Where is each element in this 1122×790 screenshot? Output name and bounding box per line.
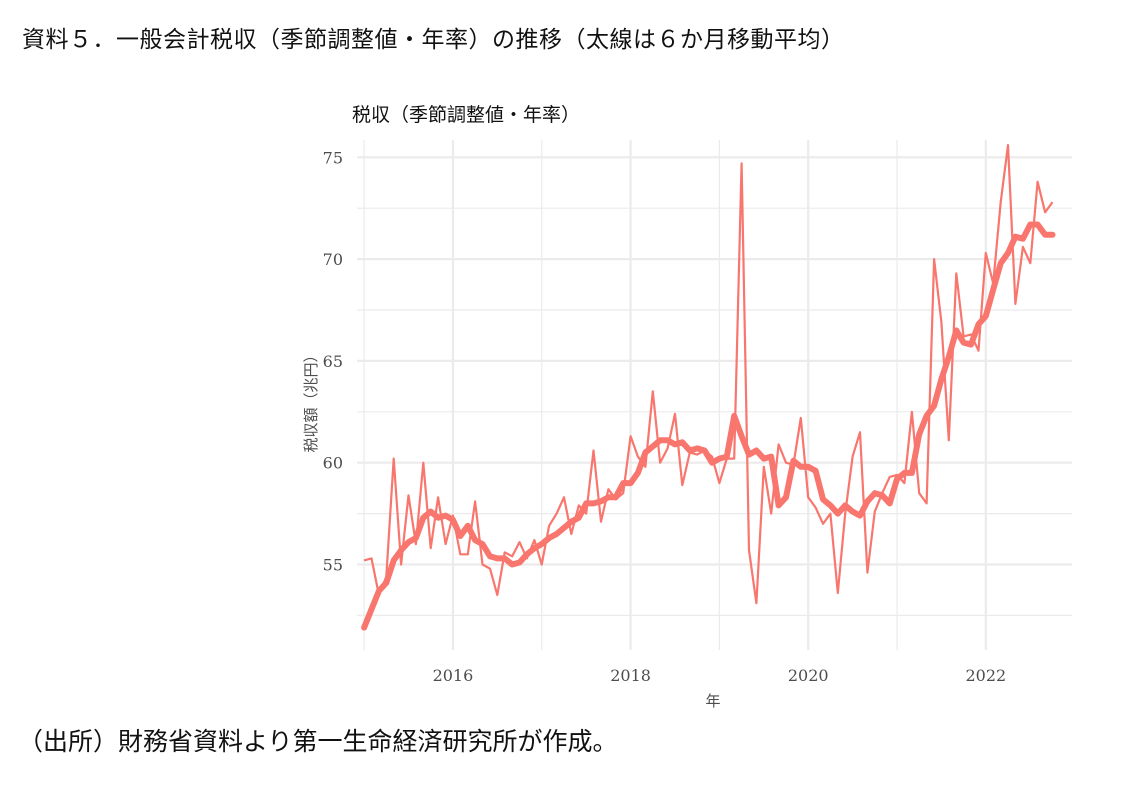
- x-tick-label: 2016: [433, 666, 474, 685]
- x-axis-label: 年: [705, 692, 720, 710]
- y-axis-ticks: 55 60 65 70 75: [323, 148, 343, 574]
- chart-title: 税収（季節調整値・年率）: [352, 104, 580, 126]
- figure-source: （出所）財務省資料より第一生命経済研究所が作成。: [18, 727, 618, 756]
- figure-title: 資料５．一般会計税収（季節調整値・年率）の推移（太線は６か月移動平均）: [22, 27, 845, 53]
- x-axis-ticks: 2016 2018 2020 2022: [433, 666, 1007, 685]
- grid-major: [357, 140, 1072, 650]
- y-tick-label: 65: [323, 352, 343, 371]
- y-tick-label: 75: [323, 148, 343, 167]
- y-tick-label: 55: [323, 555, 343, 574]
- series-moving-average: [361, 221, 1056, 631]
- grid-minor: [357, 140, 1072, 650]
- series-line-monthly: [363, 144, 1054, 605]
- x-tick-label: 2020: [788, 666, 829, 685]
- x-tick-label: 2018: [610, 666, 651, 685]
- series-line-moving-average: [361, 221, 1056, 631]
- y-tick-label: 60: [323, 454, 343, 473]
- series-monthly: [363, 144, 1054, 605]
- y-axis-label: 税収額（兆円）: [302, 347, 320, 452]
- x-tick-label: 2022: [965, 666, 1006, 685]
- y-tick-label: 70: [323, 250, 343, 269]
